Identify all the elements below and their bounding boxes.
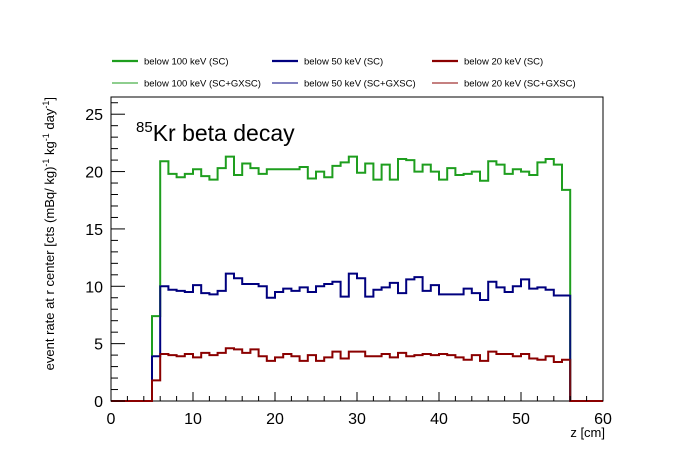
plot-area: 0 10 20 30 40 50 60 0 5 10 15 20 25	[85, 96, 612, 428]
x-axis-label: z [cm]	[570, 425, 605, 440]
legend-label: below 50 keV (SC)	[304, 57, 383, 68]
legend-label: below 100 keV (SC)	[144, 57, 228, 68]
legend-entry: below 20 keV (SC)	[432, 57, 543, 68]
x-tick-label: 40	[430, 411, 448, 428]
series-line-below-50-kev-sc	[111, 272, 603, 402]
x-axis: 0 10 20 30 40 50 60	[107, 392, 612, 428]
x-tick-label: 10	[184, 411, 202, 428]
y-tick-label: 20	[85, 165, 103, 182]
y-tick-label: 25	[85, 107, 103, 124]
y-axis-label-superscript: -1	[41, 159, 51, 167]
series-line-below-20-kev-sc-gxsc	[111, 347, 603, 402]
annotation-superscript: 85	[136, 119, 153, 136]
legend-entry: below 100 keV (SC)	[112, 57, 228, 68]
legend-label: below 50 keV (SC+GXSC)	[304, 79, 416, 90]
y-axis-label-part: kg	[42, 141, 57, 158]
legend-label: below 20 keV (SC)	[464, 57, 543, 68]
y-axis-label-superscript: -1	[41, 101, 51, 109]
y-tick-label: 5	[94, 337, 103, 354]
y-tick-label: 0	[94, 394, 103, 411]
legend-entry: below 20 keV (SC+GXSC)	[432, 79, 576, 90]
y-axis-label-part: day	[42, 108, 57, 133]
x-tick-label: 20	[266, 411, 284, 428]
legend-entry: below 50 keV (SC+GXSC)	[272, 79, 416, 90]
legend: below 100 keV (SC) below 50 keV (SC) below…	[112, 57, 576, 90]
y-axis-label: event rate at r center [cts (mBq/ kg)-1 …	[41, 97, 57, 370]
y-tick-label: 10	[85, 279, 103, 296]
chart-annotation: 85Kr beta decay	[136, 119, 295, 146]
legend-entry: below 100 keV (SC+GXSC)	[112, 79, 261, 90]
series-layer	[111, 155, 603, 402]
y-axis-label-superscript: -1	[41, 133, 51, 141]
y-axis-label-part: ]	[42, 97, 57, 101]
x-tick-label: 50	[512, 411, 530, 428]
legend-label: below 100 keV (SC+GXSC)	[144, 79, 261, 90]
x-tick-label: 0	[107, 411, 116, 428]
y-tick-label: 15	[85, 222, 103, 239]
x-tick-label: 30	[348, 411, 366, 428]
annotation-text: Kr beta decay	[153, 120, 295, 146]
x-tick-label: 60	[594, 411, 612, 428]
legend-entry: below 50 keV (SC)	[272, 57, 383, 68]
series-line-below-100-kev-sc-gxsc	[111, 156, 603, 402]
series-line-below-50-kev-sc-gxsc	[111, 273, 603, 402]
legend-label: below 20 keV (SC+GXSC)	[464, 79, 576, 90]
y-axis-label-part: event rate at r center [cts (mBq/ kg)	[42, 167, 57, 371]
y-axis: 0 5 10 15 20 25	[85, 102, 125, 411]
